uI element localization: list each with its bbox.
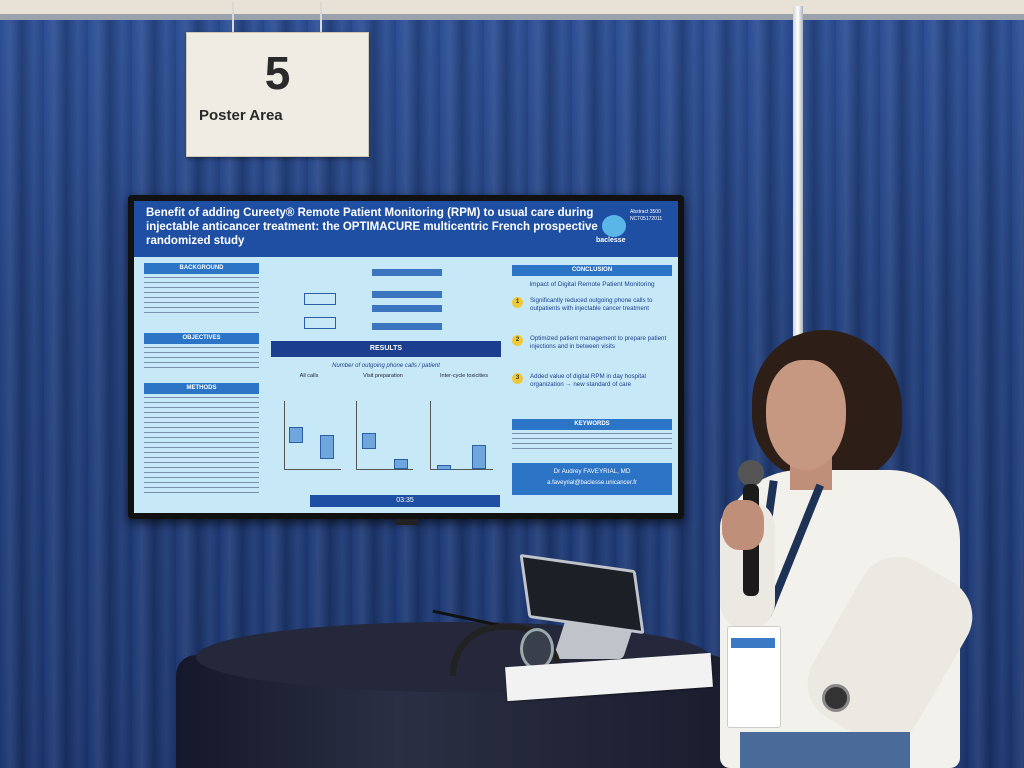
arm-box — [304, 317, 336, 329]
boxplot-box — [362, 433, 376, 449]
contact-name: Dr Audrey FAVEYRIAL, MD — [553, 468, 631, 475]
keywords-text-block — [512, 433, 672, 449]
boxplot-box — [289, 427, 303, 443]
panel-title-all-calls: All calls — [299, 373, 319, 379]
baclesse-logo-icon — [602, 215, 626, 237]
arm-box — [304, 293, 336, 305]
boxplot-box — [394, 459, 408, 469]
abstract-number: Abstract 3500 — [630, 209, 661, 215]
conclusion-text: Added value of digital RPM in day hospit… — [530, 373, 646, 388]
boxplot-axis — [430, 401, 493, 470]
poster-area-sign: 5 Poster Area — [186, 32, 369, 157]
section-results: RESULTS — [271, 341, 501, 357]
panel-title-toxicities: Inter-cycle toxicities — [440, 373, 488, 379]
bullet-number: 1 — [512, 297, 523, 308]
section-keywords: KEYWORDS — [512, 419, 672, 430]
objectives-text-block — [144, 347, 259, 369]
trial-number: NCT05172011 — [630, 216, 663, 222]
contact-box — [512, 463, 672, 495]
presenter-face — [766, 360, 846, 470]
results-subtitle: Number of outgoing phone calls / patient — [332, 363, 440, 369]
wall-top — [0, 0, 1024, 18]
section-background: BACKGROUND — [144, 263, 259, 274]
conclusion-intro: Impact of Digital Remote Patient Monitor… — [529, 281, 655, 288]
abstract-id: Abstract 3500 NCT05172011 — [630, 209, 662, 223]
metal-pole — [793, 6, 803, 336]
background-text-block — [144, 277, 259, 317]
boxplot-box — [472, 445, 486, 469]
tv-mount — [396, 519, 418, 525]
contact-email: a.faveyrial@baclesse.unicancer.fr — [547, 480, 637, 486]
presenter-hand — [722, 500, 764, 550]
tv-screen: Benefit of adding Cureety® Remote Patien… — [134, 201, 678, 513]
poster-header — [134, 201, 678, 257]
screen-timer: 03:35 — [310, 495, 500, 507]
section-objectives: OBJECTIVES — [144, 333, 259, 344]
sign-number: 5 — [264, 47, 291, 99]
bullet-number: 2 — [512, 335, 523, 346]
sign-label: Poster Area — [199, 107, 283, 124]
boxplot-box — [437, 465, 451, 470]
bullet-number: 3 — [512, 373, 523, 384]
section-methods: METHODS — [144, 383, 259, 394]
timeline-bar — [372, 305, 442, 312]
section-conclusion: CONCLUSION — [512, 265, 672, 276]
presenter-jeans — [740, 732, 910, 768]
curtain-rod — [0, 14, 1024, 20]
timeline-bar — [372, 291, 442, 298]
sign-string-right — [320, 2, 322, 32]
microphone-icon — [738, 460, 764, 486]
panel-title-visit-prep: Visit preparation — [363, 373, 403, 379]
boxplot-axis — [284, 401, 341, 470]
conclusion-text: Significantly reduced outgoing phone cal… — [530, 297, 653, 312]
boxplot-axis — [356, 401, 413, 470]
baclesse-logo-text: baclesse — [596, 237, 626, 244]
methods-text-block — [144, 397, 259, 493]
poster-title: Benefit of adding Cureety® Remote Patien… — [146, 207, 598, 247]
timeline-bar — [372, 323, 442, 330]
wristwatch-icon — [822, 684, 850, 712]
sign-string-left — [232, 2, 234, 32]
boxplot-box — [320, 435, 334, 459]
badge-stripe — [731, 638, 775, 648]
study-design-diagram — [274, 261, 504, 337]
conclusion-text: Optimized patient management to prepare … — [530, 335, 667, 350]
timeline-bar — [372, 269, 442, 276]
